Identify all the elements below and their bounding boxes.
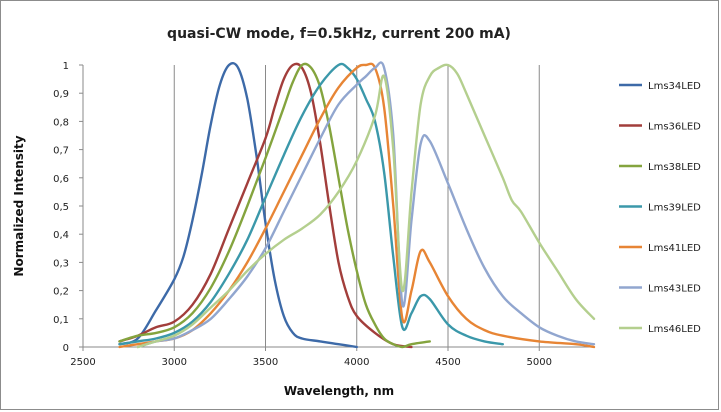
legend-label-lms41led: Lms41LED [648, 243, 701, 254]
x-tick-label: 4500 [435, 357, 460, 368]
x-axis-title: Wavelength, nm [284, 384, 394, 398]
x-tick-label: 3500 [253, 357, 278, 368]
series-line-lms46led [136, 63, 596, 349]
x-tick-label: 4000 [344, 357, 369, 368]
y-tick-label: 0,5 [53, 202, 69, 213]
y-tick-label: 0,1 [53, 315, 69, 326]
series-line-lms34led [118, 61, 358, 349]
series-lines [118, 61, 596, 349]
x-tick-label: 5000 [527, 357, 552, 368]
grid-lines [173, 65, 540, 347]
series-line-lms36led [118, 62, 413, 349]
legend-label-lms38led: Lms38LED [648, 162, 701, 173]
legend: Lms34LED Lms36LED Lms38LED Lms39LED Lms41LED… [619, 81, 701, 335]
x-tick-label: 3000 [162, 357, 187, 368]
y-tick-label: 0,7 [53, 146, 69, 157]
series-line-lms38led [118, 62, 431, 349]
series-line-lms43led [136, 61, 596, 349]
legend-label-lms43led: Lms43LED [648, 284, 701, 295]
legend-label-lms34led: Lms34LED [648, 81, 701, 92]
legend-label-lms39led: Lms39LED [648, 203, 701, 214]
y-tick-label: 0,6 [53, 174, 69, 185]
legend-label-lms46led: Lms46LED [648, 324, 701, 335]
y-tick-label: 0,2 [53, 287, 69, 298]
y-tick-labels: 0 0,1 0,2 0,3 0,4 0,5 0,6 0,7 0,8 0,9 1 [53, 61, 69, 354]
axes [79, 64, 594, 351]
y-tick-label: 0,3 [53, 258, 69, 269]
y-tick-label: 0,8 [53, 117, 69, 128]
y-tick-label: 0,9 [53, 89, 69, 100]
legend-label-lms36led: Lms36LED [648, 122, 701, 133]
y-tick-label: 1 [63, 61, 69, 72]
chart-title: quasi-CW mode, f=0.5kHz, current 200 mA) [167, 26, 511, 42]
series-line-lms41led [118, 62, 596, 349]
x-tick-labels: 2500 3000 3500 4000 4500 5000 [70, 357, 552, 368]
x-tick-label: 2500 [70, 357, 95, 368]
y-tick-label: 0,4 [53, 230, 69, 241]
y-axis-title: Normalized Intensity [12, 135, 26, 276]
series-line-lms39led [118, 62, 504, 346]
y-tick-label: 0 [63, 343, 69, 354]
